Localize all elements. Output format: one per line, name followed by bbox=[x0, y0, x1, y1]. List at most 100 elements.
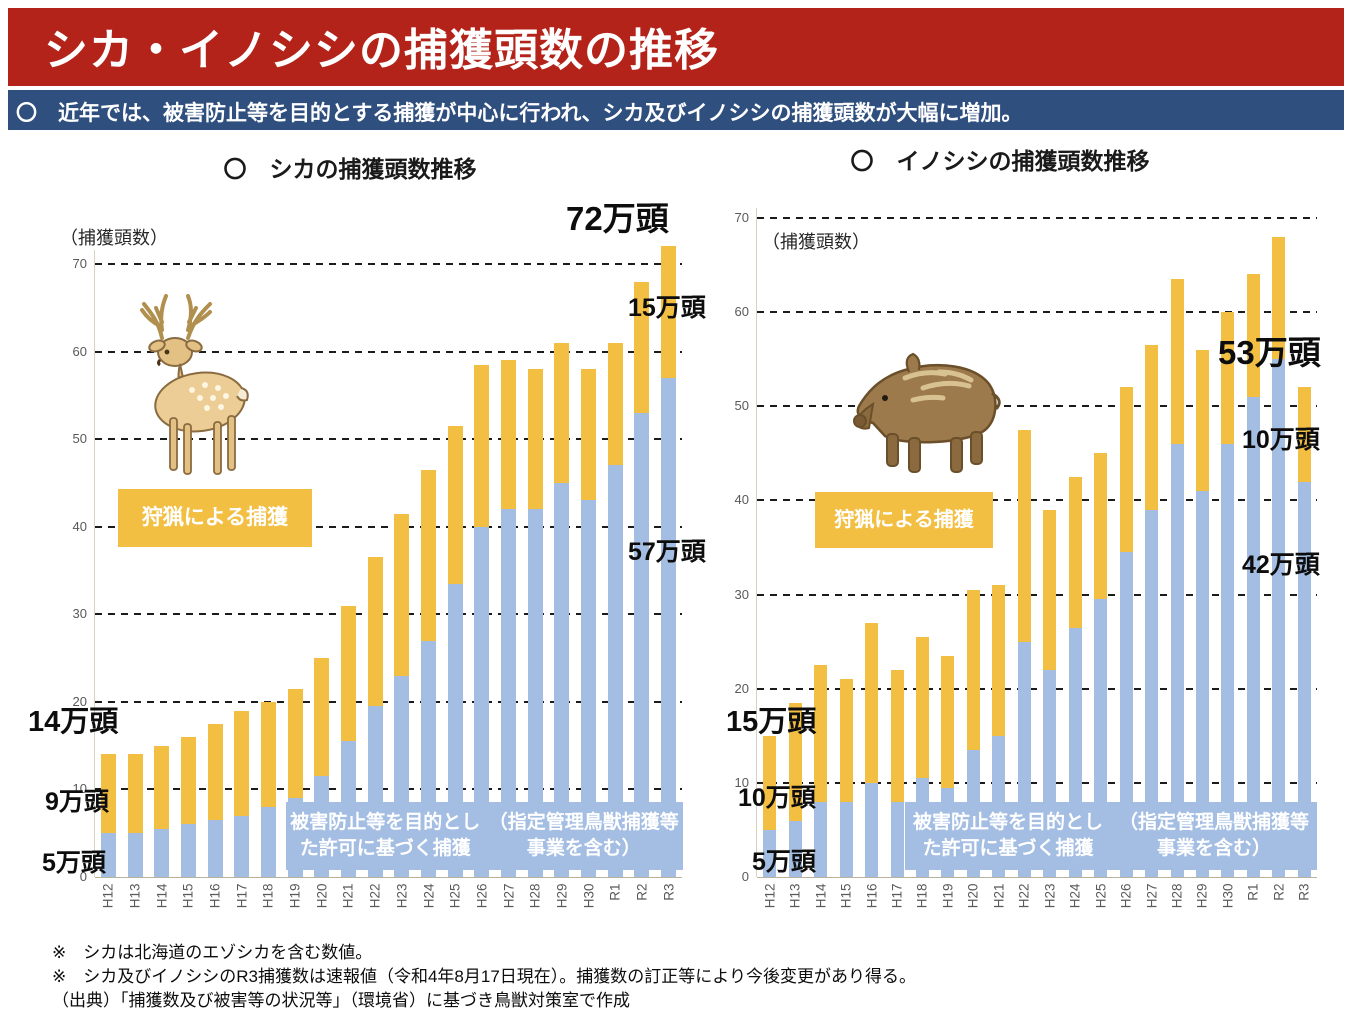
gridline bbox=[757, 311, 1317, 314]
bar-segment-permit bbox=[890, 801, 904, 877]
series-label-box: 狩猟による捕獲 bbox=[118, 489, 312, 547]
series-label-line: 被害防止等を目的とした許可に基づく捕獲 bbox=[290, 812, 481, 859]
x-axis-tick: H15 bbox=[838, 883, 854, 909]
gridline bbox=[95, 350, 682, 353]
y-axis-tick: 30 bbox=[72, 606, 87, 622]
y-axis-unit-label: （捕獲頭数） bbox=[762, 232, 870, 252]
gridline bbox=[95, 438, 682, 441]
bar-segment-hunting bbox=[581, 369, 597, 501]
boar-chart-title: 〇 イノシシの捕獲頭数推移 bbox=[850, 148, 1150, 174]
bar-segment-hunting bbox=[1170, 279, 1184, 444]
x-axis-tick: H22 bbox=[1016, 883, 1032, 909]
y-axis-tick: 60 bbox=[72, 343, 87, 359]
value-annotation: 15万頭 bbox=[726, 706, 817, 738]
bar-segment-hunting bbox=[1272, 236, 1286, 360]
x-axis-tick: H20 bbox=[965, 883, 981, 909]
x-axis-tick: R3 bbox=[1296, 883, 1312, 901]
y-axis-tick: 40 bbox=[734, 492, 749, 508]
series-label-box: 狩猟による捕獲 bbox=[815, 492, 993, 548]
bar-segment-hunting bbox=[839, 679, 853, 802]
series-label-line: （指定管理鳥獣捕獲等事業を含む） bbox=[488, 812, 679, 859]
x-axis-tick: H19 bbox=[940, 883, 956, 909]
x-axis-tick: H26 bbox=[1118, 883, 1134, 909]
x-axis-tick: H30 bbox=[1220, 883, 1236, 909]
bar-segment-hunting bbox=[260, 701, 276, 807]
x-axis-tick: H18 bbox=[914, 883, 930, 909]
gridline bbox=[757, 781, 1317, 784]
deer-chart-title: 〇 シカの捕獲頭数推移 bbox=[223, 156, 477, 182]
bar-segment-permit bbox=[127, 833, 143, 877]
bar-segment-hunting bbox=[554, 342, 570, 483]
series-label-line: 狩猟による捕獲 bbox=[141, 505, 289, 529]
x-axis-tick: H28 bbox=[1169, 883, 1185, 909]
x-axis-tick: H12 bbox=[762, 883, 778, 909]
gridline bbox=[757, 499, 1317, 502]
bar-segment-permit bbox=[234, 815, 250, 877]
x-axis-tick: R1 bbox=[1245, 883, 1261, 901]
x-axis-tick: R2 bbox=[1271, 883, 1287, 901]
gridline bbox=[95, 525, 682, 528]
y-axis-tick: 20 bbox=[72, 693, 87, 709]
value-annotation: 5万頭 bbox=[42, 849, 106, 877]
bar-segment-hunting bbox=[474, 364, 490, 527]
bar-segment-permit bbox=[1221, 443, 1235, 877]
bar-segment-permit bbox=[607, 465, 623, 877]
bar-segment-permit bbox=[814, 801, 828, 877]
bar-segment-hunting bbox=[890, 669, 904, 802]
bar-segment-permit bbox=[1145, 509, 1159, 877]
bar-segment-permit bbox=[1246, 396, 1260, 877]
boar-legs bbox=[886, 431, 983, 473]
bar-segment-hunting bbox=[788, 702, 802, 821]
bar-segment-permit bbox=[839, 801, 853, 877]
bar-segment-hunting bbox=[367, 557, 383, 707]
deer-antlers bbox=[140, 294, 212, 340]
value-annotation: 72万頭 bbox=[566, 200, 669, 237]
bar-segment-permit bbox=[527, 509, 543, 877]
bar-segment-permit bbox=[788, 820, 802, 877]
boar-stripes bbox=[902, 369, 974, 403]
header-red-band bbox=[8, 8, 1344, 86]
y-axis-line bbox=[94, 250, 95, 877]
bar-segment-hunting bbox=[100, 754, 116, 834]
boar-illustration bbox=[853, 352, 1001, 473]
bar-segment-hunting bbox=[915, 636, 929, 779]
bar-segment-permit bbox=[865, 782, 879, 877]
y-axis-tick: 50 bbox=[72, 431, 87, 447]
bar-segment-permit bbox=[474, 526, 490, 877]
y-axis-tick: 50 bbox=[734, 398, 749, 414]
gridline bbox=[95, 788, 682, 791]
header-blue-band bbox=[8, 90, 1344, 130]
y-axis-tick: 70 bbox=[72, 256, 87, 271]
footnote-1: ※ シカは北海道のエゾシカを含む数値。 bbox=[52, 943, 373, 962]
bar-segment-permit bbox=[634, 412, 650, 877]
value-annotation: 53万頭 bbox=[1218, 334, 1321, 371]
bar-segment-permit bbox=[1195, 491, 1209, 877]
footnote-3: （出典）「捕獲数及び被害等の状況等」（環境省）に基づき鳥獣対策室で作成 bbox=[52, 991, 630, 1010]
footnote-2: ※ シカ及びイノシシのR3捕獲数は速報値（令和4年8月17日現在）。捕獲数の訂正… bbox=[52, 967, 916, 986]
y-axis-tick: 20 bbox=[734, 680, 749, 696]
gridline bbox=[757, 687, 1317, 690]
y-axis-tick: 60 bbox=[734, 304, 749, 320]
x-axis-tick: H16 bbox=[864, 883, 880, 909]
bar-segment-hunting bbox=[814, 665, 828, 802]
bar-segment-hunting bbox=[661, 246, 677, 378]
bar-segment-hunting bbox=[763, 735, 777, 830]
gridline bbox=[757, 217, 1317, 219]
y-axis-tick: 40 bbox=[72, 518, 87, 534]
bar-segment-hunting bbox=[1297, 387, 1311, 482]
y-axis-tick: 0 bbox=[79, 869, 87, 884]
bar-segment-hunting bbox=[421, 469, 437, 641]
value-annotation: 5万頭 bbox=[752, 848, 816, 876]
bar-segment-hunting bbox=[180, 736, 196, 825]
bar-segment-permit bbox=[207, 820, 223, 877]
y-axis-unit-label: （捕獲頭数） bbox=[60, 228, 168, 248]
series-label-line: 狩猟による捕獲 bbox=[834, 508, 974, 531]
bar-segment-permit bbox=[661, 377, 677, 877]
x-axis-tick: H27 bbox=[1144, 883, 1160, 909]
bar-segment-hunting bbox=[966, 589, 980, 750]
x-axis-line bbox=[95, 877, 682, 878]
gridline bbox=[95, 700, 682, 703]
x-axis-tick: H21 bbox=[991, 883, 1007, 909]
